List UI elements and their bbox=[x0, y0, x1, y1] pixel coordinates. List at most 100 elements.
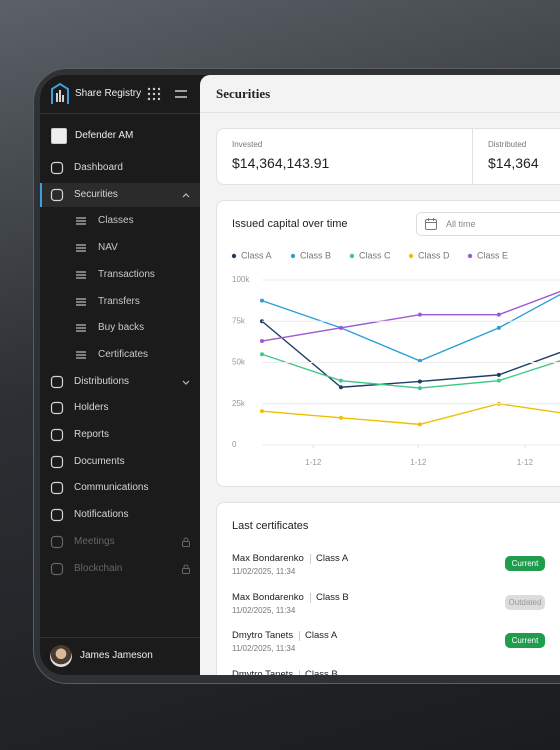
nav-icon bbox=[76, 324, 86, 332]
nav-icon bbox=[76, 297, 86, 306]
cert-date: 11/02/2025, 11:34 bbox=[232, 644, 296, 654]
status-badge: Current bbox=[505, 556, 545, 571]
legend-label: Class C bbox=[359, 250, 391, 260]
date-filter[interactable] bbox=[416, 212, 560, 236]
icon-shape bbox=[76, 271, 86, 279]
data-point bbox=[417, 422, 422, 427]
nav-icon bbox=[50, 482, 64, 495]
legend-label: Class D bbox=[418, 250, 450, 260]
nav-subitem[interactable]: Certificates bbox=[98, 348, 149, 360]
chart-card bbox=[216, 200, 560, 487]
series-line bbox=[261, 293, 560, 362]
nav-subitem[interactable]: Classes bbox=[98, 215, 134, 227]
nav-subitem[interactable]: Buy backs bbox=[98, 322, 145, 334]
nav-subitem[interactable]: NAV bbox=[98, 242, 118, 254]
page-title: Securities bbox=[216, 86, 271, 101]
nav-active-marker bbox=[40, 182, 42, 207]
stat-label: Invested bbox=[232, 140, 263, 149]
chevron[interactable] bbox=[181, 190, 191, 200]
legend-swatch bbox=[349, 253, 355, 259]
legend-label: Class B bbox=[300, 250, 331, 260]
data-point bbox=[417, 358, 422, 363]
icon-shape bbox=[50, 482, 64, 495]
icon-shape bbox=[76, 244, 86, 252]
icon-shape bbox=[76, 324, 86, 332]
nav-item[interactable]: Holders bbox=[74, 402, 109, 414]
apps-button[interactable] bbox=[147, 87, 161, 101]
cert-class: Class A bbox=[305, 630, 338, 642]
organization-name[interactable]: Defender AM bbox=[75, 130, 134, 141]
avatar bbox=[50, 645, 72, 667]
nav-icon bbox=[50, 455, 64, 468]
date-filter-label: All time bbox=[446, 219, 476, 229]
stat-value: $14,364 bbox=[488, 155, 539, 171]
series-line bbox=[261, 403, 560, 426]
x-tick-label: 1-12 bbox=[517, 458, 534, 467]
cert-separator bbox=[310, 554, 311, 564]
data-point bbox=[260, 409, 264, 414]
icon-shape bbox=[50, 428, 64, 442]
legend-label: Class A bbox=[241, 250, 272, 260]
nav-icon bbox=[50, 428, 64, 442]
nav-item[interactable]: Documents bbox=[74, 455, 125, 467]
logo bbox=[51, 82, 69, 104]
nav-item[interactable]: Reports bbox=[74, 429, 110, 440]
nav-icon bbox=[76, 351, 86, 359]
nav-icon bbox=[76, 271, 86, 279]
brand-name: Share Registry bbox=[75, 88, 142, 99]
icon-shape bbox=[76, 217, 86, 225]
nav-item[interactable]: Securities bbox=[74, 188, 118, 200]
nav-item[interactable]: Distributions bbox=[74, 375, 130, 387]
nav-item: Blockchain bbox=[74, 562, 123, 574]
user-name[interactable]: James Jameson bbox=[80, 650, 153, 661]
nav-icon bbox=[50, 161, 64, 175]
calendar-icon bbox=[425, 218, 437, 230]
cert-holder: Dmytro Tanets bbox=[232, 669, 294, 675]
nav-item[interactable]: Notifications bbox=[74, 509, 129, 521]
stat-divider bbox=[472, 129, 473, 184]
x-tick-label: 1-12 bbox=[410, 458, 427, 467]
legend-swatch bbox=[290, 253, 296, 259]
data-point bbox=[338, 325, 343, 330]
data-point bbox=[338, 415, 343, 420]
menu-button[interactable] bbox=[174, 88, 188, 100]
lock-shackle bbox=[183, 564, 189, 568]
nav-icon bbox=[50, 188, 64, 201]
lock-body bbox=[182, 567, 190, 574]
cert-class: Class B bbox=[316, 591, 349, 603]
y-tick-label: 100k bbox=[232, 275, 250, 284]
nav-icon bbox=[50, 562, 64, 575]
divider bbox=[40, 637, 200, 638]
stat-label: Distributed bbox=[488, 140, 527, 149]
data-point bbox=[496, 325, 501, 330]
nav-icon bbox=[76, 244, 86, 252]
cert-holder: Dmytro Tanets bbox=[232, 630, 294, 642]
nav-item[interactable]: Dashboard bbox=[74, 162, 123, 173]
nav-item: Meetings bbox=[74, 535, 115, 547]
nav-icon bbox=[76, 217, 86, 225]
chevron[interactable] bbox=[181, 377, 191, 387]
x-tick-label: 1-12 bbox=[305, 458, 322, 467]
chart-title: Issued capital over time bbox=[232, 218, 348, 230]
divider bbox=[40, 113, 200, 114]
nav-icon bbox=[50, 508, 64, 522]
cert-separator bbox=[299, 670, 300, 675]
stat-value: $14,364,143.91 bbox=[232, 155, 330, 171]
org-icon bbox=[51, 128, 67, 144]
nav-subitem[interactable]: Transfers bbox=[98, 295, 140, 307]
cert-date: 11/02/2025, 11:34 bbox=[232, 567, 296, 576]
cert-class: Class A bbox=[316, 553, 349, 564]
legend-label: Class E bbox=[477, 250, 508, 260]
status-badge: Current bbox=[505, 633, 545, 649]
chevron-shape bbox=[182, 192, 190, 198]
y-tick-label: 0 bbox=[232, 440, 237, 449]
data-point bbox=[417, 379, 422, 384]
data-point bbox=[417, 312, 422, 317]
nav-active-bg bbox=[40, 182, 200, 207]
nav-item[interactable]: Communications bbox=[74, 482, 149, 494]
nav-subitem[interactable]: Transactions bbox=[98, 268, 155, 280]
icon-shape bbox=[50, 508, 64, 522]
lock-shackle bbox=[183, 537, 189, 542]
data-point bbox=[260, 339, 264, 344]
